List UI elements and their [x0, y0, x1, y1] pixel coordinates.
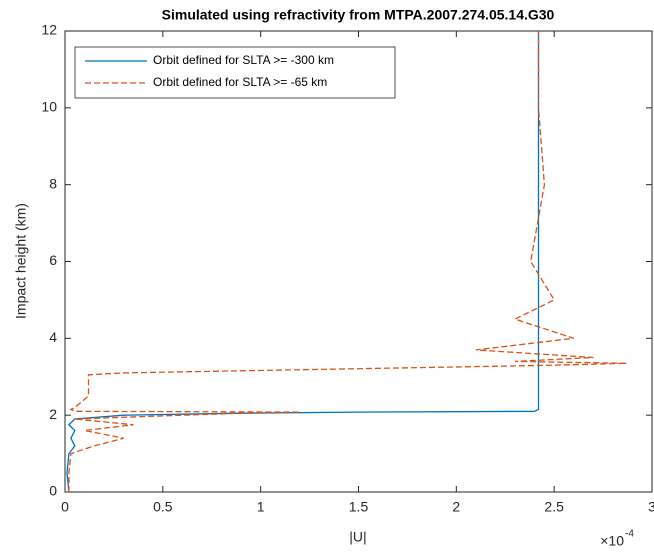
y-tick-label: 6: [49, 252, 57, 268]
legend-box: [74, 46, 396, 99]
legend-label: Orbit defined for SLTA >= -65 km: [153, 75, 327, 89]
plot-area: [64, 30, 653, 493]
y-tick-label: 0: [49, 483, 57, 499]
x-tick-label: 2: [452, 499, 460, 515]
y-tick-label: 8: [49, 175, 57, 191]
y-axis-label: Impact height (km): [13, 203, 29, 319]
x-tick-label: 2.5: [544, 499, 564, 515]
x-tick-label: 1: [257, 499, 265, 515]
x-axis-label: |U|: [349, 529, 366, 545]
x-multiplier-exponent: -4: [625, 529, 634, 540]
series-line: [66, 31, 540, 493]
chart-title: Simulated using refractivity from MTPA.2…: [162, 7, 555, 23]
x-tick-label: 0.5: [153, 499, 173, 515]
y-tick-label: 2: [49, 406, 57, 422]
x-tick-label: 3: [648, 499, 654, 515]
x-multiplier: ×10: [600, 533, 624, 549]
y-tick-label: 12: [41, 22, 57, 38]
y-tick-label: 4: [49, 329, 57, 345]
series-line: [68, 31, 627, 492]
y-tick-label: 10: [41, 99, 57, 115]
x-tick-label: 1.5: [349, 499, 369, 515]
x-tick-label: 0: [61, 499, 69, 515]
legend-label: Orbit defined for SLTA >= -300 km: [153, 53, 334, 67]
